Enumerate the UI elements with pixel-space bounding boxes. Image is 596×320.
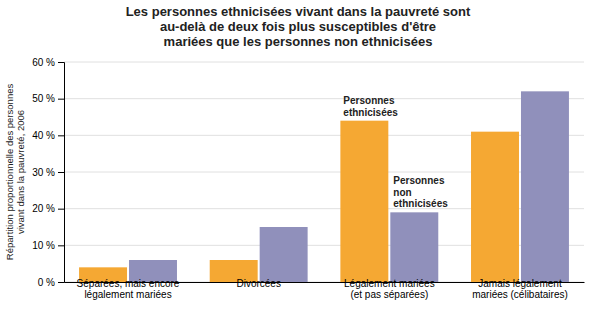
tick-label: 0 % xyxy=(38,277,55,288)
tick-mark xyxy=(58,209,64,210)
bar xyxy=(390,212,438,282)
series-label: Personnesnonethnicisées xyxy=(393,175,448,209)
text-line: Répartition proportionnelle des personne… xyxy=(4,84,15,261)
text-line: ethnicisées xyxy=(343,107,398,118)
text-line: Les personnes ethnicisées vivant dans la… xyxy=(126,4,471,19)
y-tick: 20 % xyxy=(32,203,64,214)
tick-label: 40 % xyxy=(32,130,55,141)
text-line: Légalement mariées xyxy=(344,278,435,289)
chart: 0 % 10 % 20 % 30 % 40 % 50 % 60 % Séparées, mai… xyxy=(0,0,596,320)
bar xyxy=(260,227,308,282)
x-tick: Légalement mariées(et pas séparées) xyxy=(344,278,435,300)
text-line: non xyxy=(393,187,411,198)
bar-series xyxy=(129,91,569,282)
tick-mark xyxy=(58,245,64,246)
bar xyxy=(340,121,388,282)
grid-line xyxy=(64,62,584,63)
tick-label: 20 % xyxy=(32,203,55,214)
text-line: Jamais légalement xyxy=(478,278,562,289)
text-line: mariées que les personnes non ethnicisée… xyxy=(164,34,433,49)
text-line: mariées (célibataires) xyxy=(472,289,568,300)
y-tick: 30 % xyxy=(32,167,64,178)
tick-label: Légalement mariées(et pas séparées) xyxy=(344,278,435,300)
bar-series xyxy=(79,121,519,282)
bar xyxy=(521,91,569,282)
axis-line xyxy=(58,63,65,283)
plot-area xyxy=(79,91,569,282)
y-tick: 10 % xyxy=(32,240,64,251)
text-line: Séparées, mais encore xyxy=(77,278,180,289)
y-axis: 0 % 10 % 20 % 30 % 40 % 50 % 60 % xyxy=(32,57,64,288)
text-line: au-delà de deux fois plus susceptibles d… xyxy=(160,19,436,34)
text-line: vivant dans la pauvreté, 2006 xyxy=(15,110,26,234)
text-line: Divorcées xyxy=(236,278,280,289)
tick-mark xyxy=(58,99,64,100)
grid-line xyxy=(64,98,584,99)
tick-label: Divorcées xyxy=(236,278,280,289)
tick-mark xyxy=(58,62,64,63)
y-tick: 50 % xyxy=(32,93,64,104)
tick-label: 10 % xyxy=(32,240,55,251)
x-axis: Séparées, mais encorelégalement mariées D… xyxy=(65,278,585,300)
y-axis-title: Répartition proportionnelle des personne… xyxy=(4,84,26,261)
x-tick: Séparées, mais encorelégalement mariées xyxy=(77,278,180,300)
x-tick: Divorcées xyxy=(236,278,280,289)
grid xyxy=(64,62,584,282)
text-line: Personnes xyxy=(343,95,395,106)
text-line: Personnes xyxy=(393,175,445,186)
text-line: (et pas séparées) xyxy=(350,289,428,300)
tick-label: Jamais légalementmariées (célibataires) xyxy=(472,278,568,300)
y-tick: 40 % xyxy=(32,130,64,141)
y-tick: 60 % xyxy=(32,57,64,68)
text-line: légalement mariées xyxy=(84,289,171,300)
title: Les personnes ethnicisées vivant dans la… xyxy=(126,4,471,49)
series-label: Personnesethnicisées xyxy=(343,95,398,118)
tick-label: 30 % xyxy=(32,167,55,178)
tick-label: 60 % xyxy=(32,57,55,68)
tick-mark xyxy=(58,172,64,173)
tick-mark xyxy=(58,282,64,283)
tick-mark xyxy=(58,135,64,136)
tick-label: 50 % xyxy=(32,93,55,104)
y-tick: 0 % xyxy=(38,277,64,288)
tick-label: Séparées, mais encorelégalement mariées xyxy=(77,278,180,300)
bar xyxy=(471,132,519,282)
x-tick: Jamais légalementmariées (célibataires) xyxy=(472,278,568,300)
text-line: ethnicisées xyxy=(393,198,448,209)
